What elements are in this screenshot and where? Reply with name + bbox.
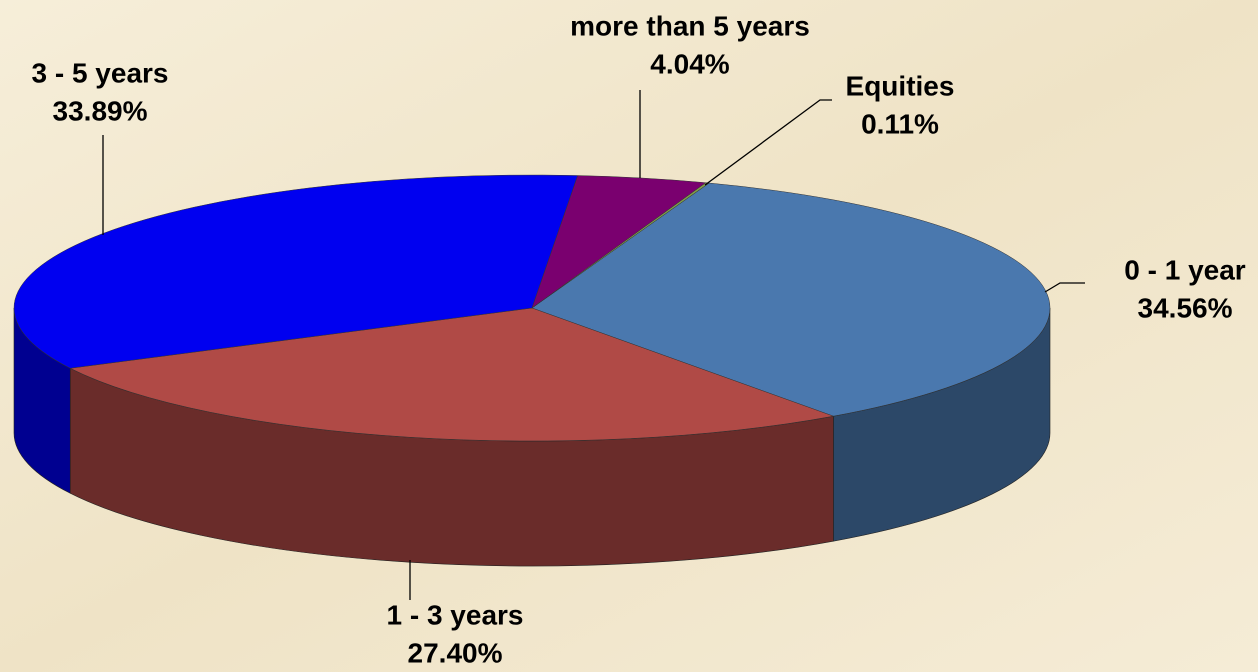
- slice-label: more than 5 years: [570, 10, 810, 41]
- slice-label: 1 - 3 years: [387, 599, 524, 630]
- chart: 0 - 1 year 34.56% 1 - 3 years 27.40% 3 - 5 y…: [0, 0, 1258, 672]
- value-label: 34.56%: [1138, 292, 1233, 323]
- slice-label: 3 - 5 years: [32, 57, 169, 88]
- page: {"chart_data": {"type": "pie3d", "catego…: [0, 0, 1258, 672]
- slice-label: 0 - 1 year: [1124, 254, 1246, 285]
- value-label: 0.11%: [861, 108, 939, 139]
- value-label: 27.40%: [408, 637, 503, 668]
- slice-label: Equities: [846, 70, 955, 101]
- value-label: 4.04%: [650, 48, 729, 79]
- value-label: 33.89%: [53, 95, 148, 126]
